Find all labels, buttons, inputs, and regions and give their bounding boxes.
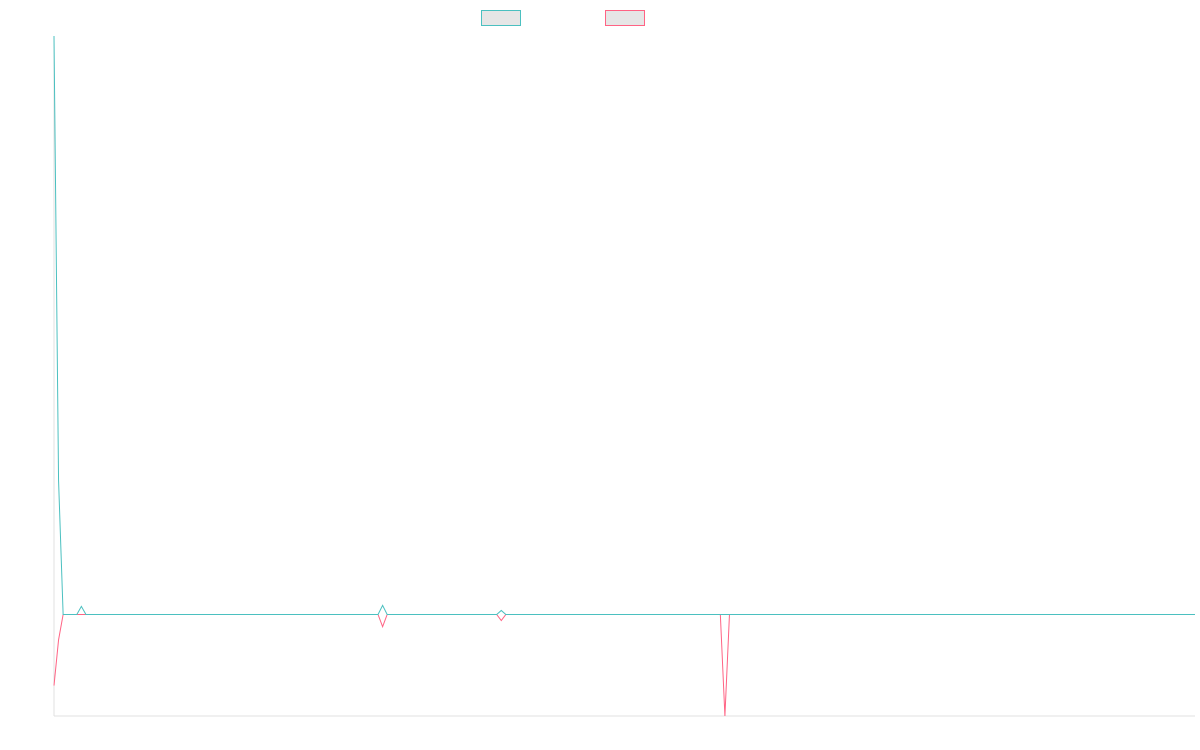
legend-swatch — [481, 10, 521, 26]
series-line — [53, 614, 1195, 717]
legend-swatch — [605, 10, 645, 26]
series-line — [53, 35, 1195, 616]
